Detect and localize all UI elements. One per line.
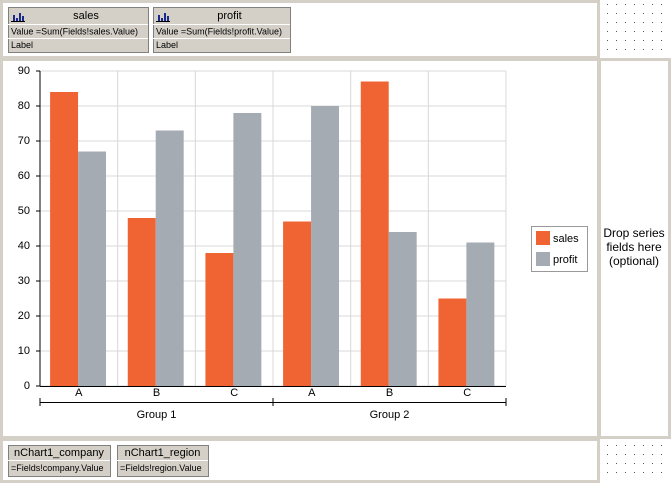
legend-swatch — [536, 231, 550, 245]
series-zone[interactable] — [598, 58, 671, 439]
field-value: Value =Sum(Fields!profit.Value) — [156, 26, 282, 36]
dots — [602, 2, 668, 56]
bar — [283, 221, 312, 386]
legend-label: profit — [553, 254, 577, 266]
bar — [233, 113, 262, 386]
bar — [360, 81, 389, 386]
x-tick-label: C — [463, 387, 471, 399]
bar — [311, 106, 340, 386]
bar — [127, 218, 156, 386]
icon-bar — [13, 15, 15, 21]
y-tick-label: 40 — [18, 240, 30, 252]
group-label: Group 1 — [137, 409, 177, 421]
icon-bar — [167, 16, 169, 21]
field-name: profit — [217, 10, 241, 22]
y-tick-label: 90 — [18, 65, 30, 77]
x-tick-label: B — [153, 387, 160, 399]
field-name: sales — [73, 10, 99, 22]
field-name: nChart1_region — [125, 447, 201, 459]
x-tick-label: C — [230, 387, 238, 399]
y-tick-label: 70 — [18, 135, 30, 147]
y-tick-label: 30 — [18, 275, 30, 287]
y-tick-label: 80 — [18, 100, 30, 112]
x-tick-label: A — [75, 387, 83, 399]
x-tick-label: B — [386, 387, 393, 399]
icon-bar — [19, 13, 21, 21]
field-box[interactable] — [153, 7, 291, 53]
legend-label: sales — [553, 233, 579, 245]
field-label: Label — [156, 40, 178, 50]
series-drop-hint: Drop series fields here (optional) — [603, 226, 665, 268]
icon-bar — [161, 18, 163, 21]
field-label: Label — [11, 40, 33, 50]
bar — [438, 298, 467, 386]
field-name: nChart1_company — [14, 447, 104, 459]
icon-bar — [164, 13, 166, 21]
bar — [50, 92, 79, 386]
bar — [155, 130, 184, 386]
y-tick-label: 0 — [24, 380, 30, 392]
field-expression: =Fields!company.Value — [11, 463, 103, 473]
bar — [466, 242, 495, 386]
dots — [602, 442, 668, 480]
bar — [205, 253, 234, 386]
legend-swatch — [536, 252, 550, 266]
icon-bar — [158, 15, 160, 21]
bar — [78, 151, 107, 386]
field-box[interactable] — [8, 7, 149, 53]
group-label: Group 2 — [370, 409, 410, 421]
field-value: Value =Sum(Fields!sales.Value) — [11, 26, 138, 36]
x-tick-label: A — [308, 387, 316, 399]
y-tick-label: 50 — [18, 205, 30, 217]
y-tick-label: 10 — [18, 345, 30, 357]
icon-bar — [22, 16, 24, 21]
icon-bar — [16, 18, 18, 21]
y-tick-label: 60 — [18, 170, 30, 182]
y-tick-label: 20 — [18, 310, 30, 322]
bar — [388, 232, 417, 386]
field-expression: =Fields!region.Value — [120, 463, 202, 473]
